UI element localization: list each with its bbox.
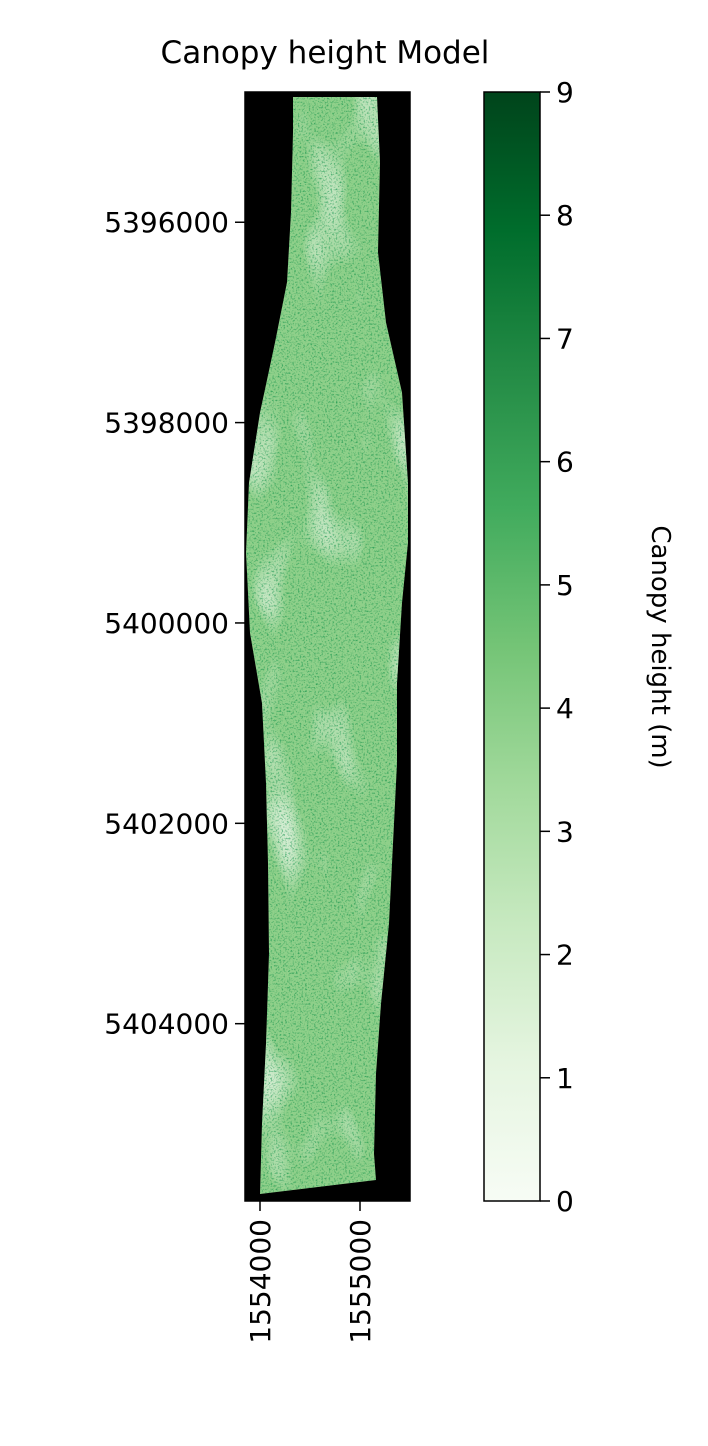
colorbar-tick-label: 1 xyxy=(556,1062,574,1095)
x-axis: 1554000 1555000 xyxy=(244,1201,377,1344)
colorbar-ticks: 0 1 2 3 4 5 6 7 8 9 xyxy=(540,76,574,1218)
colorbar-tick-label: 7 xyxy=(556,322,574,355)
colorbar-tick-label: 0 xyxy=(556,1185,574,1218)
colorbar-tick-label: 3 xyxy=(556,815,574,848)
colorbar-tick-label: 5 xyxy=(556,569,574,602)
colorbar-tick-label: 9 xyxy=(556,76,574,109)
plot-area: 5396000 5398000 5400000 5402000 5404000 1554… xyxy=(104,91,411,1344)
y-tick-label: 5402000 xyxy=(104,807,229,840)
plot-frame xyxy=(244,91,411,1202)
y-tick-label: 5400000 xyxy=(104,607,229,640)
colorbar-tick-label: 4 xyxy=(556,692,574,725)
y-tick-label: 5398000 xyxy=(104,407,229,440)
colorbar: 0 1 2 3 4 5 6 7 8 9 Canopy height (m) xyxy=(483,76,675,1218)
x-tick-label: 1554000 xyxy=(244,1219,277,1344)
colorbar-tick-label: 6 xyxy=(556,446,574,479)
chart-title: Canopy height Model xyxy=(161,35,490,71)
y-tick-label: 5404000 xyxy=(104,1008,229,1041)
colorbar-body xyxy=(483,91,541,1202)
colorbar-tick-label: 2 xyxy=(556,939,574,972)
y-axis: 5396000 5398000 5400000 5402000 5404000 xyxy=(104,206,245,1041)
y-tick-label: 5396000 xyxy=(104,206,229,239)
colorbar-label: Canopy height (m) xyxy=(645,525,675,768)
x-tick-label: 1555000 xyxy=(344,1219,377,1344)
colorbar-tick-label: 8 xyxy=(556,199,574,232)
